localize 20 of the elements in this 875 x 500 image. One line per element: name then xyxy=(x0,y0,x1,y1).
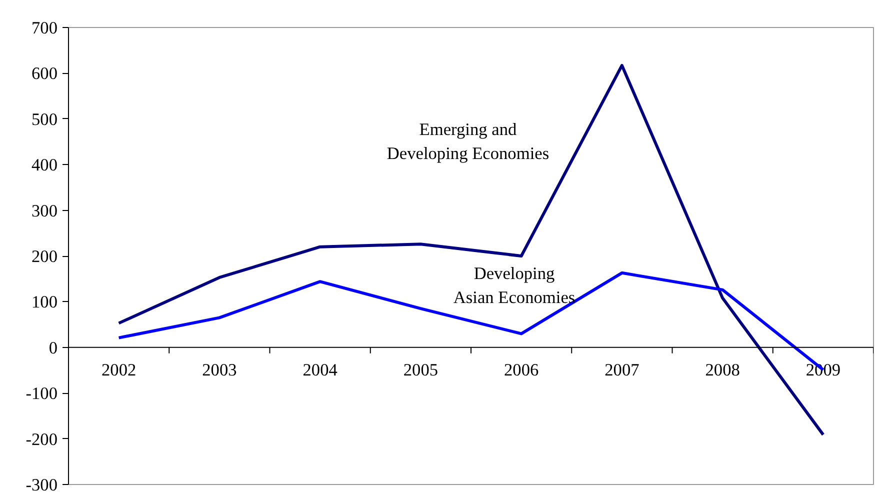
x-tick-label: 2002 xyxy=(101,360,136,380)
y-tick-label: 400 xyxy=(32,156,58,175)
y-tick-label: -100 xyxy=(26,384,58,404)
series-label: Developing Asian Economies xyxy=(453,264,576,307)
x-tick-label: 2007 xyxy=(604,360,640,380)
y-tick-label: -300 xyxy=(26,476,58,494)
x-tick-label: 2004 xyxy=(302,360,338,380)
y-tick-label: 100 xyxy=(32,292,58,312)
x-tick-label: 2008 xyxy=(705,360,740,380)
x-tick-label: 2005 xyxy=(403,360,438,380)
x-tick-label: 2003 xyxy=(202,360,237,380)
y-tick-label: 300 xyxy=(32,201,58,220)
y-tick-label: 500 xyxy=(32,110,58,129)
x-tick-label: 2006 xyxy=(504,360,539,380)
y-tick-label: 700 xyxy=(32,18,58,38)
y-tick-label: 0 xyxy=(48,338,58,358)
y-tick-label: 200 xyxy=(32,247,58,266)
series-label: Emerging and Developing Economies xyxy=(386,120,550,163)
y-tick-label: 600 xyxy=(32,64,58,84)
y-tick-label: -200 xyxy=(26,430,58,449)
